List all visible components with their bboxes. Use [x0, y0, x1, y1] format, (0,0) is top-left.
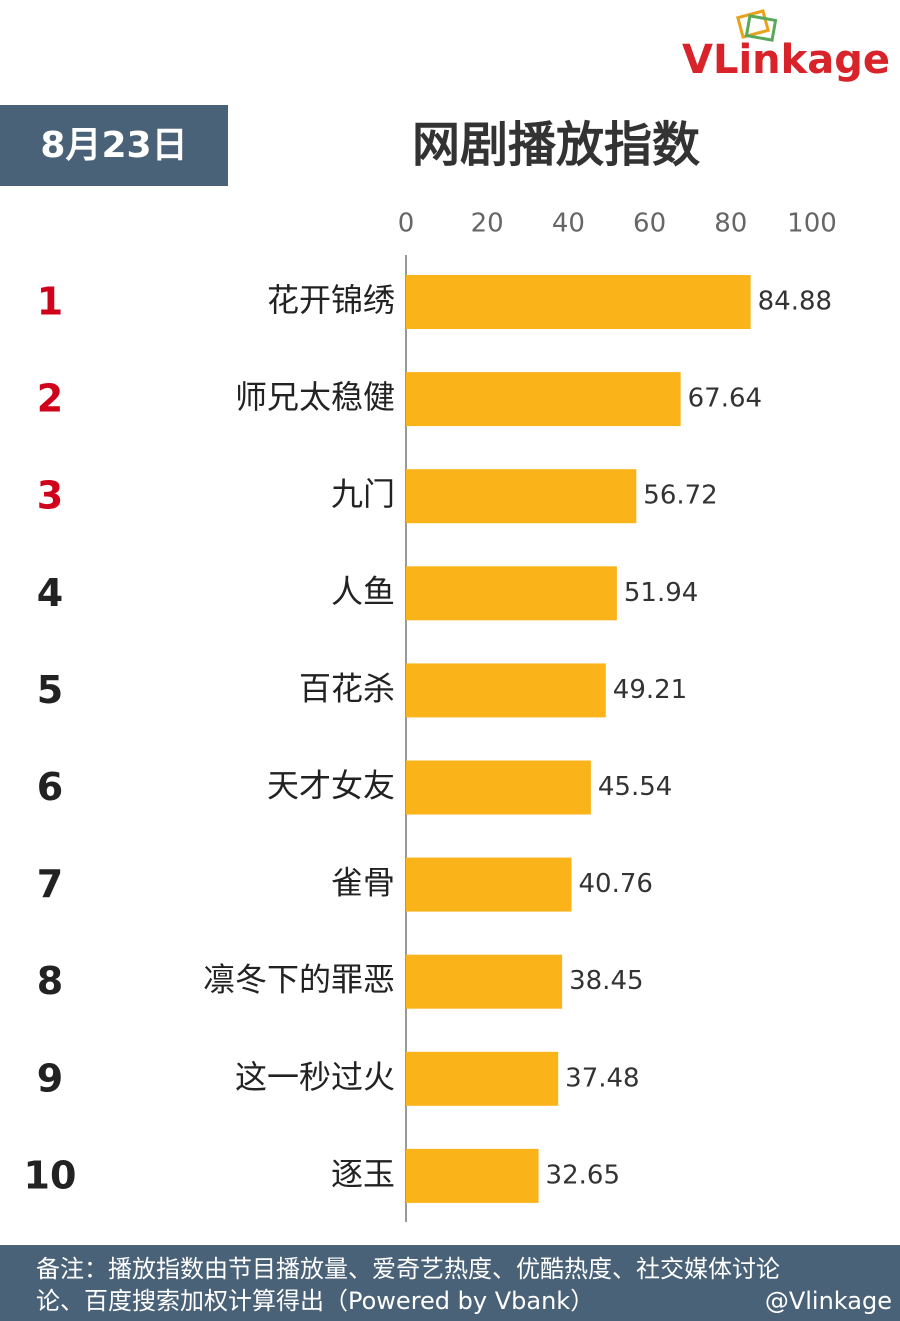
rank: 10: [24, 1153, 77, 1197]
footer: [0, 1245, 900, 1321]
value-label: 38.45: [569, 966, 643, 996]
value-label: 56.72: [643, 481, 717, 511]
x-tick-label: 40: [552, 209, 585, 239]
category-label: 雀骨: [331, 864, 395, 902]
rank: 1: [37, 280, 63, 324]
logo-text: VLinkage: [682, 37, 890, 83]
bar: [406, 566, 617, 621]
category-label: 九门: [331, 475, 395, 513]
bar: [406, 857, 572, 912]
category-label: 百花杀: [299, 669, 395, 707]
note: 论、百度搜索加权计算得出（Powered by Vbank）: [36, 1287, 594, 1315]
value-label: 51.94: [624, 578, 698, 608]
rank: 4: [37, 571, 63, 615]
rank: 2: [37, 377, 63, 421]
value-label: 67.64: [688, 384, 762, 414]
x-tick-label: 60: [633, 209, 666, 239]
chart-title: 网剧播放指数: [412, 117, 700, 173]
logo-icon: [736, 9, 778, 42]
value-label: 84.88: [758, 287, 832, 317]
date-box: [0, 105, 228, 186]
bar: [406, 1148, 539, 1203]
category-label: 花开锦绣: [267, 281, 395, 319]
rank: 6: [37, 765, 63, 809]
note: 备注：播放指数由节目播放量、爱奇艺热度、优酷热度、社交媒体讨论: [36, 1255, 780, 1283]
category-label: 师兄太稳健: [235, 378, 395, 416]
value-label: 40.76: [578, 869, 652, 899]
value-label: 32.65: [546, 1160, 620, 1190]
watermark: @Vlinkage: [765, 1287, 892, 1315]
category-label: 这一秒过火: [235, 1058, 395, 1096]
bar: [406, 372, 681, 427]
bar: [406, 663, 606, 718]
rank: 5: [37, 668, 63, 712]
x-tick-label: 20: [471, 209, 504, 239]
x-tick-label: 100: [787, 209, 837, 239]
bar: [406, 760, 591, 815]
rank: 7: [37, 862, 63, 906]
category-label: 凛冬下的罪恶: [203, 961, 395, 999]
rank: 9: [37, 1056, 63, 1100]
x-tick-label: 80: [714, 209, 747, 239]
x-tick-label: 0: [398, 209, 415, 239]
bar: [406, 954, 563, 1009]
value-label: 45.54: [598, 772, 672, 802]
category-label: 天才女友: [267, 767, 395, 805]
category-label: 逐玉: [331, 1155, 395, 1193]
bar: [406, 1051, 559, 1106]
value-label: 49.21: [613, 675, 687, 705]
date-label: 8月23日: [40, 125, 187, 166]
rank: 3: [37, 474, 63, 518]
bar: [406, 275, 751, 329]
value-label: 37.48: [565, 1063, 639, 1093]
category-label: 人鱼: [331, 572, 395, 610]
bar: [406, 469, 637, 524]
rank: 8: [37, 959, 63, 1003]
